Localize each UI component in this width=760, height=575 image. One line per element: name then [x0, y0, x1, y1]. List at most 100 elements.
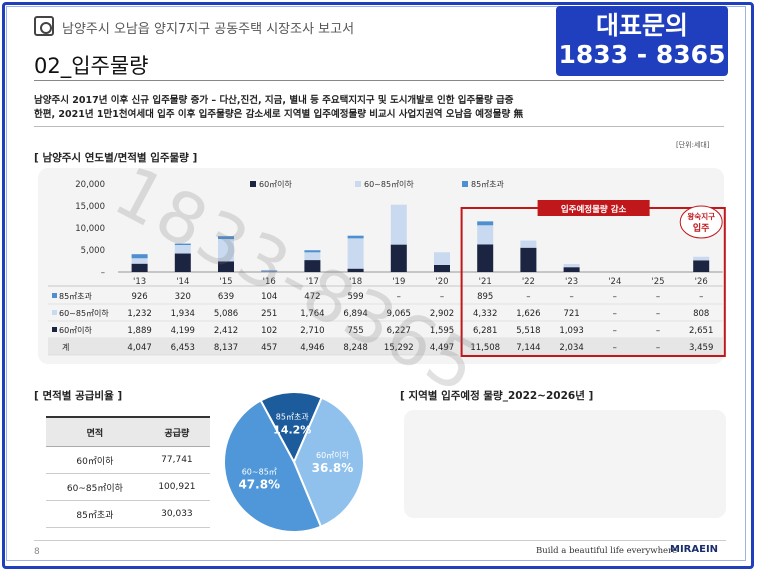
table-cell: 2,034	[559, 343, 583, 353]
table-cell: –	[656, 292, 660, 302]
bar-segment	[477, 244, 494, 272]
pie-label-name: 60~85㎡	[242, 468, 277, 477]
table-cell-area: 60~85㎡이하	[46, 473, 144, 501]
y-tick-label: –	[101, 268, 105, 278]
y-tick-label: 15,000	[75, 202, 105, 212]
summary-line-1: 남양주시 2017년 이후 신규 입주물량 증가 – 다산,진건, 지금, 별내…	[34, 95, 514, 106]
table-cell: –	[569, 292, 573, 302]
row-swatch	[52, 327, 57, 332]
table-cell: 8,248	[343, 343, 367, 353]
x-tick-label: '17	[306, 277, 319, 287]
row-label: 60~85㎡이하	[59, 308, 109, 318]
summary-line-2: 한편, 2021년 1만1천여세대 입주 이후 입주물량은 감소세로 지역별 입…	[34, 109, 524, 120]
table-cell-supply: 30,033	[143, 500, 210, 528]
row-label: 계	[62, 342, 69, 352]
table-cell: 639	[218, 292, 234, 302]
bar-segment	[693, 260, 710, 272]
bar-segment	[563, 267, 580, 272]
table-cell: 6,453	[171, 343, 195, 353]
table-cell: 1,595	[430, 326, 454, 336]
table-cell: –	[613, 309, 617, 319]
table-cell: 721	[563, 309, 579, 319]
bar-segment	[390, 244, 407, 272]
pie-label-pct: 47.8%	[238, 478, 280, 492]
company-logo: MIRAEIN	[670, 544, 719, 555]
pie-slice	[223, 399, 323, 533]
footer-slogan: Build a beautiful life everywhere	[536, 546, 678, 556]
regional-chart-panel	[404, 410, 726, 518]
table-cell-supply: 100,921	[143, 473, 210, 501]
bar-segment	[261, 270, 278, 272]
row-label: 60㎡이하	[59, 325, 93, 335]
x-tick-label: '26	[695, 277, 708, 287]
table-cell: 1,232	[127, 309, 151, 319]
contact-badge[interactable]	[556, 6, 728, 76]
table-cell: 15,292	[384, 343, 414, 353]
table-cell: 4,946	[300, 343, 324, 353]
table-cell: –	[613, 343, 617, 353]
decline-callout-bg	[537, 200, 650, 216]
table-cell: 104	[261, 292, 277, 302]
bar-segment	[304, 260, 321, 272]
bar-segment	[477, 221, 494, 226]
x-tick-label: '21	[479, 277, 492, 287]
table-cell: 2,651	[689, 326, 713, 336]
bar-segment	[304, 252, 321, 261]
contact-badge-phone: 1833 - 8365	[558, 40, 726, 69]
x-tick-label: '13	[133, 277, 146, 287]
page-frame	[2, 2, 754, 569]
regional-chart-title: [ 지역별 입주예정 물량_2022~2026년 ]	[400, 390, 594, 402]
table-cell: 4,332	[473, 309, 497, 319]
table-cell: –	[526, 292, 530, 302]
table-cell: 2,902	[430, 309, 454, 319]
table-cell: 3,459	[689, 343, 713, 353]
table-cell: 102	[261, 326, 277, 336]
table-header-supply: 공급량	[143, 416, 210, 447]
report-search-icon	[34, 16, 54, 36]
table-cell: 6,281	[473, 326, 497, 336]
area-supply-table: 면적 공급량 60㎡이하 77,741 60~85㎡이하 100,921 85㎡…	[46, 416, 210, 528]
pie-label-name: 60㎡이하	[316, 450, 350, 460]
table-cell: 808	[693, 309, 709, 319]
y-tick-label: 10,000	[75, 224, 105, 234]
bar-segment	[520, 247, 537, 272]
total-row-bg	[48, 338, 723, 355]
table-cell: 1,093	[559, 326, 583, 336]
table-cell-area: 85㎡초과	[46, 500, 144, 528]
bar-segment	[218, 261, 234, 272]
row-label: 85㎡초과	[59, 292, 93, 301]
table-cell: –	[613, 326, 617, 336]
x-tick-label: '19	[392, 277, 405, 287]
table-cell: 251	[261, 309, 277, 319]
page-number: 8	[34, 547, 40, 557]
table-cell: 11,508	[470, 343, 500, 353]
table-cell: 926	[131, 292, 147, 302]
wangsuk-callout-line1: 왕숙지구	[687, 211, 715, 221]
table-cell: –	[397, 292, 401, 302]
table-cell: 8,137	[214, 343, 238, 353]
bar-segment	[304, 250, 321, 253]
bar-segment	[434, 264, 450, 272]
table-cell: 4,497	[430, 343, 454, 353]
x-tick-label: '25	[651, 277, 664, 287]
bar-segment	[347, 268, 364, 272]
annual-chart-title: [ 남양주시 연도별/면적별 입주물량 ]	[34, 152, 198, 164]
table-cell: 472	[304, 292, 320, 302]
table-cell: –	[613, 292, 617, 302]
table-cell: –	[656, 343, 660, 353]
bar-segment	[174, 253, 191, 272]
legend-label: 85㎡초과	[471, 180, 505, 189]
x-tick-label: '14	[176, 277, 189, 287]
table-cell: –	[656, 326, 660, 336]
title-divider	[34, 80, 724, 81]
table-row: 60~85㎡이하 100,921	[46, 473, 210, 501]
table-cell: 4,199	[171, 326, 195, 336]
table-cell: 1,626	[516, 309, 540, 319]
pie-label-name: 85㎡초과	[276, 413, 310, 422]
bar-segment	[347, 235, 364, 239]
bar-segment	[520, 240, 537, 248]
bar-segment	[131, 254, 148, 259]
table-cell: 7,144	[516, 343, 540, 353]
table-cell: 457	[261, 343, 277, 353]
table-cell: 1,934	[171, 309, 195, 319]
